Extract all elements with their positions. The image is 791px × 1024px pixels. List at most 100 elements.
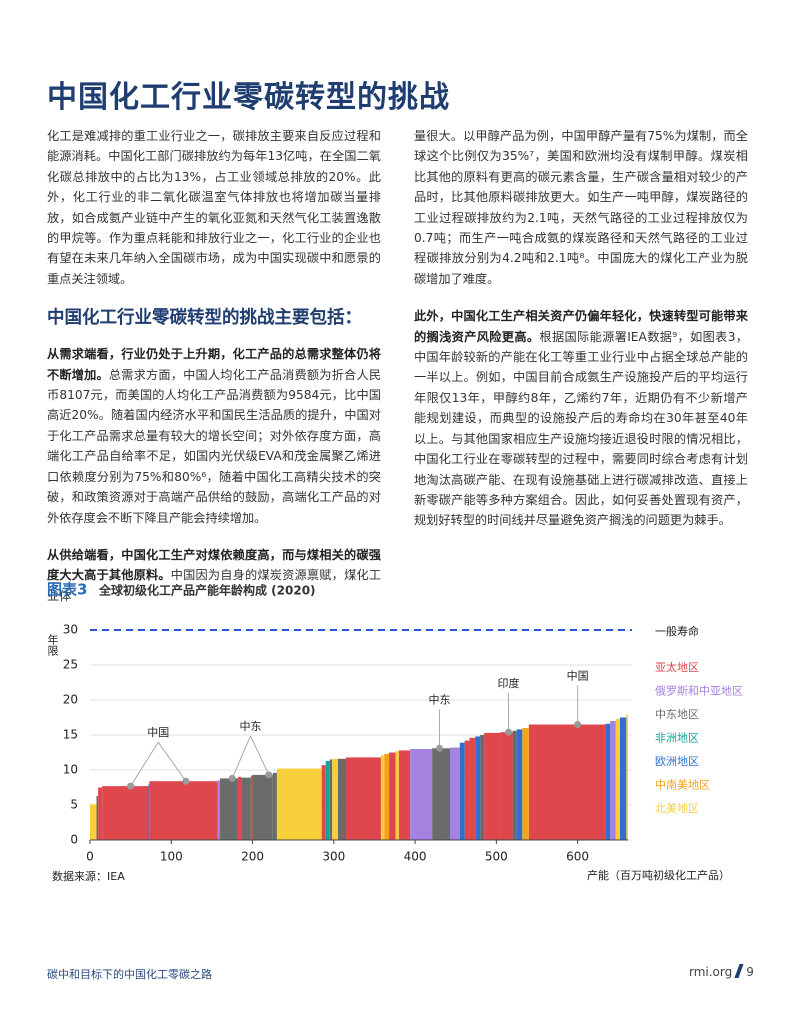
bar [272,772,277,840]
site: rmi.org [689,965,733,979]
chart: 图表3 全球初级化工产品产能年龄构成 (2020) 数据来源：IEA 产能（百万… [46,581,743,884]
bar [380,755,385,840]
bar [464,740,470,840]
annotation-point [265,771,273,779]
x-tick-label: 0 [86,850,94,864]
bar [98,787,103,840]
bar [450,747,460,840]
bar [615,718,620,840]
bar [250,775,253,840]
annotation-leader [231,735,251,779]
bar [459,742,465,840]
y-tick-label: 20 [63,693,78,707]
bar [626,714,628,840]
x-tick-label: 200 [241,850,264,864]
annotation-point [574,721,582,728]
slash [734,964,744,978]
legend-entry: 欧洲地区 [655,755,699,768]
legend-entry: 非洲地区 [655,732,699,745]
bar [148,784,150,840]
bar [332,758,338,840]
bar [329,759,333,840]
bold-lead: 从需求端看，行业仍处于上升期，化工产品的总需求整体仍将不断增加。 [47,347,381,382]
bar [149,781,218,840]
page-number: 9 [746,965,754,979]
annotation-label: 中东 [240,720,262,733]
bar [102,786,149,840]
figure-caption: 全球初级化工产品产能年龄构成 (2020) [98,583,316,598]
bar [480,735,485,840]
annotation-label: 中国 [147,726,169,739]
bar [475,736,481,840]
paragraph-text: 根据国际能源署IEA数据⁹，如图表3，中国年龄较新的产能在化工等重工业行业中占据… [414,329,748,528]
bar [432,748,451,840]
legend-entry: 亚太地区 [655,661,699,674]
annotation-point [182,777,190,785]
paragraph: 从需求端看，行业仍处于上升期，化工产品的总需求整体仍将不断增加。总需求方面，中国… [47,344,381,528]
x-tick-label: 400 [404,850,427,864]
footer-title: 碳中和目标下的中国化工零碳之路 [47,968,212,981]
annotation-point [505,728,513,736]
bar [605,723,611,840]
bar [516,729,523,840]
bar [512,730,517,840]
left-column: 化工是难减排的重工业行业之一，碳排放主要来自反应过程和能源消耗。中国化工部门碳排… [47,126,381,623]
annotation-label: 中东 [428,693,450,706]
y-tick-label: 5 [70,798,78,812]
y-tick-label: 30 [63,623,78,637]
bar [389,752,396,840]
legend-entry: 中东地区 [655,708,699,721]
footer-site: rmi.org 9 [689,964,754,979]
annotation-label: 印度 [498,676,520,690]
bar [96,795,99,840]
bar [522,728,529,840]
bar [252,774,273,840]
x-tick-label: 300 [322,850,345,864]
legend-entry: 俄罗斯和中亚地区 [655,685,743,698]
legend-entry: 北美地区 [655,802,699,815]
bar [619,717,627,840]
bold-lead: 此外，中国化工生产相关资产仍偏年轻化，快速转型可能带来的搁浅资产风险更高。 [414,309,748,344]
paragraph-text: 总需求方面，中国人均化工产品消费额为折合人民币8107元，而美国的人均化工产品消… [47,367,382,525]
x-tick-label: 100 [160,850,183,864]
bar [276,768,322,840]
bar [220,778,238,840]
y-tick-label: 0 [70,833,78,847]
bar [410,749,433,840]
bar [217,780,221,840]
paragraph: 从供给端看，中国化工生产对煤依赖度高，而与煤相关的碳强度大大高于其他原料。中国因… [47,545,381,606]
annotation-point [435,744,443,752]
annotation-leader [250,735,270,776]
bar [325,760,330,840]
legend-reference: 一般寿命 [655,624,699,638]
annotation-label: 中国 [567,670,589,683]
y-tick-label: 15 [63,728,78,742]
bar [528,724,606,840]
y-tick-label: 10 [63,763,78,777]
bar [237,777,242,840]
annotation-point [127,782,135,790]
bar [384,753,390,840]
right-column: 量很大。以甲醇产品为例，中国甲醇产量有75%为煤制，而全球这个比例仅为35%⁷，… [414,126,748,548]
paragraph-text: 中国因为自身的煤炭资源禀赋，煤化工业体 [47,568,382,603]
bold-lead: 从供给端看，中国化工生产对煤依赖度高，而与煤相关的碳强度大大高于其他原料。 [47,547,381,583]
bar [398,750,411,840]
bar [500,732,513,840]
annotation-leader [130,741,159,787]
x-tick-label: 500 [485,850,508,864]
bar [345,757,381,840]
bar [90,804,97,840]
paragraph: 量很大。以甲醇产品为例，中国甲醇产量有75%为煤制，而全球这个比例仅为35%⁷，… [414,129,748,286]
bar [469,737,476,840]
legend-entry: 中南美地区 [655,779,710,792]
bar [321,765,326,840]
x-tick-label: 600 [566,850,589,864]
section-heading: 中国化工行业零碳转型的挑战主要包括： [47,308,362,329]
x-axis-label: 产能（百万吨初级化工产品） [587,868,730,882]
paragraph: 化工是难减排的重工业行业之一，碳排放主要来自反应过程和能源消耗。中国化工部门碳排… [47,129,381,286]
figure-label: 图表3 [47,581,87,599]
annotation-point [228,774,236,782]
bar [241,777,251,840]
source: 数据来源：IEA [52,869,125,883]
